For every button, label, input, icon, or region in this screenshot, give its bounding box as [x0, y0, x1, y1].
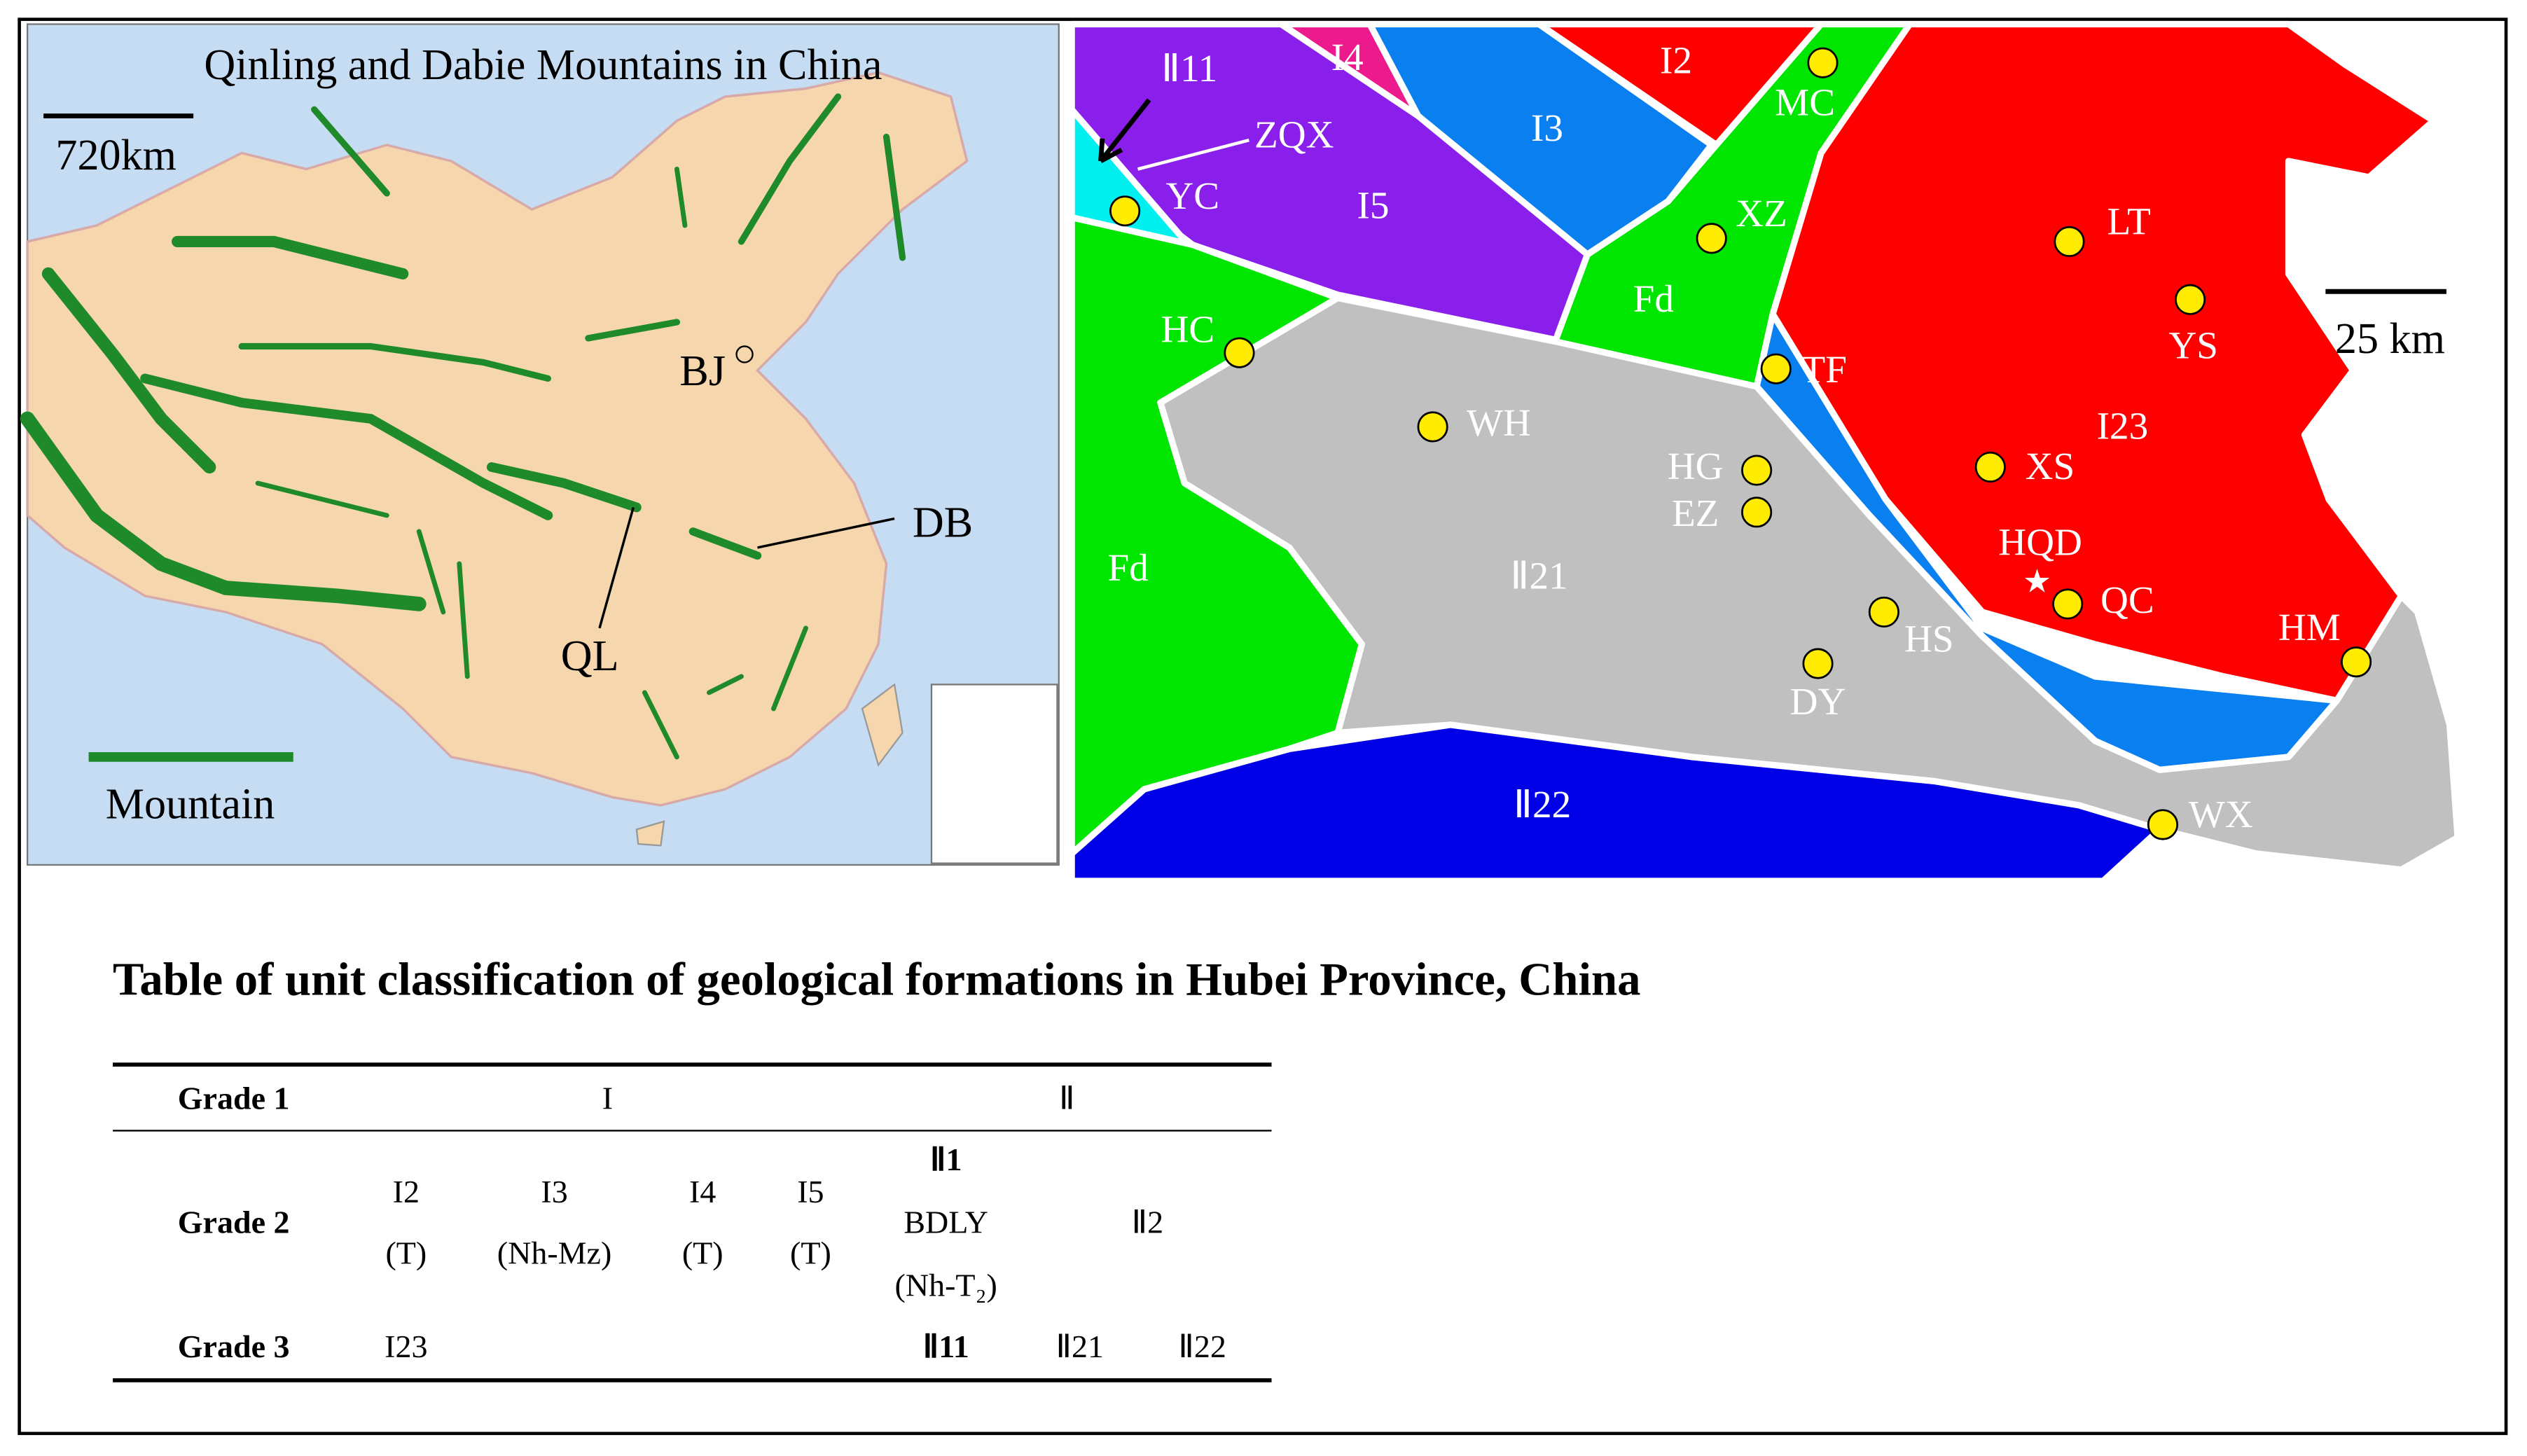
cell: I4 — [689, 1174, 716, 1209]
cell: Ⅱ21 — [1055, 1329, 1104, 1364]
mountains — [20, 93, 906, 760]
cell: Ⅱ2 — [1132, 1205, 1164, 1240]
site-label: YS — [2168, 324, 2218, 367]
scale-label: 720km — [55, 132, 176, 179]
site — [1741, 497, 1773, 528]
site-label: MC — [1775, 81, 1835, 123]
site-label: HC — [1161, 308, 1215, 351]
cell: (T) — [682, 1235, 724, 1270]
hubei-map: Ⅱ11 I4 I2 I3 I5 Fd Fd I23 Ⅱ21 Ⅱ22 ZQX MC… — [1068, 20, 2461, 885]
site-label: TF — [1802, 348, 1847, 391]
site-label: XS — [2026, 445, 2075, 487]
site-label: HS — [1904, 617, 1954, 660]
region-label: Ⅱ21 — [1510, 555, 1567, 597]
region-ii22 — [1068, 721, 2163, 885]
label-ql: QL — [561, 632, 619, 680]
sites: MC XZ LT YS YC HC TF WH HG EZ XS HQD ★ Q… — [1109, 47, 2372, 840]
cell: I — [602, 1081, 613, 1116]
site-label: HG — [1668, 445, 1724, 487]
site-label: WH — [1467, 401, 1531, 444]
site — [2052, 588, 2084, 620]
cell: I23 — [385, 1329, 427, 1364]
site-label: WX — [2189, 793, 2253, 836]
site-label: XZ — [1736, 192, 1787, 235]
cell: (T) — [385, 1235, 427, 1270]
site — [1696, 223, 1727, 254]
map-title: Qinling and Dabie Mountains in China — [204, 41, 882, 89]
region-label: Fd — [1108, 546, 1149, 589]
site — [2054, 226, 2085, 258]
site — [1974, 451, 2006, 483]
region-label: Ⅱ11 — [1161, 47, 1217, 90]
arrow — [1137, 138, 1249, 171]
cell: (Nh-T₂) — [895, 1267, 997, 1303]
row-header: Grade 3 — [178, 1329, 290, 1364]
arrow-label: ZQX — [1254, 113, 1334, 155]
site — [1760, 353, 1792, 384]
region-label: Ⅱ22 — [1514, 783, 1571, 826]
cell: I2 — [393, 1174, 420, 1209]
site — [1741, 455, 1773, 486]
inset — [930, 684, 1058, 864]
row-header: Grade 1 — [178, 1081, 290, 1116]
label-db: DB — [913, 499, 973, 546]
pointer — [598, 506, 895, 629]
china-map: Qinling and Dabie Mountains in China 720… — [20, 23, 1060, 866]
site-label: QC — [2100, 578, 2154, 621]
site-label: HM — [2278, 606, 2341, 649]
land — [26, 71, 969, 807]
cell: Ⅱ11 — [923, 1329, 969, 1364]
row-header: Grade 2 — [178, 1205, 290, 1240]
island — [861, 683, 904, 767]
cell: Ⅱ1 — [930, 1142, 962, 1177]
site — [1868, 596, 1899, 628]
arrow — [1098, 98, 1151, 164]
region-label: I23 — [2097, 405, 2149, 448]
site — [2341, 646, 2372, 678]
site — [2147, 809, 2179, 840]
cell: Ⅱ — [1059, 1081, 1075, 1116]
site — [2174, 284, 2206, 315]
region-label: I5 — [1357, 184, 1389, 227]
cell: I3 — [541, 1174, 567, 1209]
site-label: LT — [2107, 200, 2150, 243]
cell: (Nh-Mz) — [497, 1235, 612, 1270]
region-label: Fd — [1633, 277, 1674, 320]
table: Table of unit classification of geologic… — [113, 954, 1641, 1382]
capital — [735, 345, 754, 363]
scale-label: 25 km — [2335, 315, 2445, 363]
site — [1807, 47, 1839, 78]
site — [1224, 337, 1255, 368]
site-label: EZ — [1672, 492, 1719, 534]
site-label: HQD — [1998, 520, 2082, 563]
site-label: YC — [1165, 174, 1219, 217]
site — [1802, 648, 1834, 679]
cell: I5 — [797, 1174, 824, 1209]
legend-label: Mountain — [106, 781, 275, 828]
region-label: I2 — [1660, 39, 1692, 82]
table-title: Table of unit classification of geologic… — [113, 954, 1640, 1005]
site-label: DY — [1790, 680, 1846, 723]
region-label: I3 — [1531, 106, 1563, 149]
cell: (T) — [790, 1235, 831, 1270]
site — [1109, 195, 1141, 227]
cell: BDLY — [904, 1205, 988, 1240]
cell: Ⅱ22 — [1178, 1329, 1226, 1364]
region-label: I4 — [1331, 36, 1364, 78]
island — [635, 820, 665, 847]
label-bj: BJ — [679, 347, 726, 395]
star: ★ — [2023, 563, 2051, 599]
site — [1417, 411, 1448, 443]
